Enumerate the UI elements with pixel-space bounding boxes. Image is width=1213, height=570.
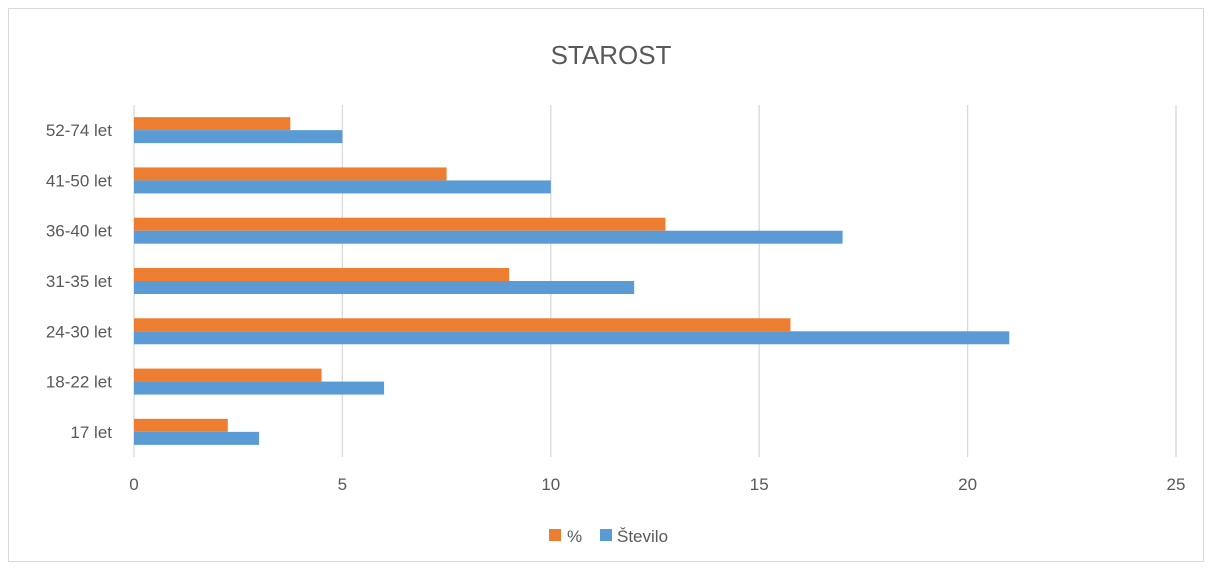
y-tick-label: 18-22 let — [46, 373, 112, 392]
legend-swatch-1 — [600, 529, 612, 541]
bars — [134, 117, 1010, 445]
bar-stevilo-2 — [134, 331, 1010, 345]
legend-label-1: Število — [617, 527, 668, 546]
y-tick-label: 24-30 let — [46, 322, 112, 341]
bar-percent-1 — [134, 368, 322, 382]
bar-percent-3 — [134, 268, 510, 281]
x-tick-label: 25 — [1167, 475, 1186, 494]
y-tick-label: 41-50 let — [46, 171, 112, 190]
y-tick-label: 31-35 let — [46, 272, 112, 291]
gridlines — [133, 105, 1177, 457]
bar-percent-5 — [134, 167, 447, 181]
legend-label-0: % — [567, 527, 582, 546]
x-axis-labels: 0 5 10 15 20 25 — [129, 475, 1185, 494]
y-tick-label: 36-40 let — [46, 222, 112, 241]
bar-percent-0 — [134, 418, 228, 432]
x-tick-label: 15 — [750, 475, 769, 494]
bar-stevilo-5 — [134, 180, 551, 194]
legend-swatch-0 — [549, 529, 561, 541]
bar-percent-4 — [134, 217, 666, 231]
x-tick-label: 0 — [129, 475, 138, 494]
bar-stevilo-6 — [134, 130, 343, 144]
bar-percent-6 — [134, 117, 291, 131]
x-tick-label: 20 — [958, 475, 977, 494]
bar-stevilo-3 — [134, 281, 635, 294]
chart-title: STAROST — [551, 40, 672, 70]
y-tick-label: 52-74 let — [46, 121, 112, 140]
bar-stevilo-1 — [134, 381, 385, 395]
x-tick-label: 10 — [541, 475, 560, 494]
y-axis-labels: 17 let 18-22 let 24-30 let 31-35 let 36-40 l… — [46, 121, 112, 442]
y-tick-label: 17 let — [70, 423, 112, 442]
legend: % Število — [549, 527, 668, 546]
bar-stevilo-4 — [134, 230, 843, 244]
bar-stevilo-0 — [134, 431, 260, 445]
x-tick-label: 5 — [338, 475, 347, 494]
bar-percent-2 — [134, 318, 791, 332]
